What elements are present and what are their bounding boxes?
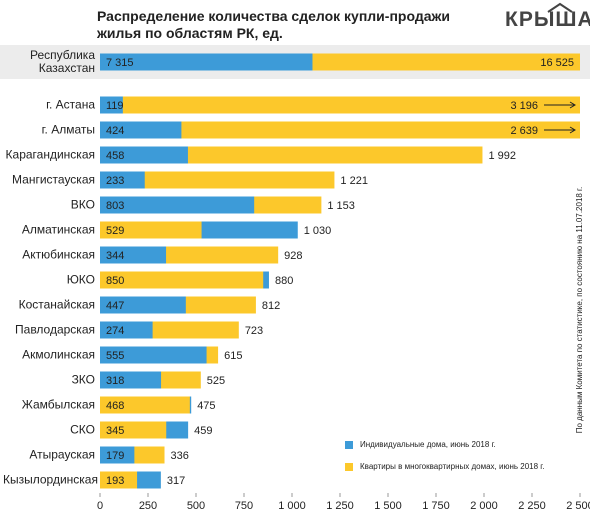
value-label: 2 639 bbox=[510, 125, 538, 137]
bar bbox=[100, 96, 580, 114]
bar bbox=[100, 146, 188, 164]
value-label: 7 315 bbox=[106, 57, 134, 69]
category-label: Карагандинская bbox=[5, 147, 95, 162]
bar bbox=[100, 53, 313, 71]
bar bbox=[100, 121, 580, 139]
bar bbox=[100, 96, 123, 114]
value-label: 1 221 bbox=[340, 175, 368, 187]
value-label: 468 bbox=[106, 400, 124, 412]
category-label: Жамбылская bbox=[21, 397, 95, 412]
bar bbox=[100, 421, 167, 439]
value-label: 880 bbox=[275, 275, 293, 287]
value-label: 345 bbox=[106, 425, 124, 437]
x-tick-label: 250 bbox=[139, 500, 157, 512]
value-label: 555 bbox=[106, 350, 124, 362]
legend-label: Квартиры в многоквартирных домах, июнь 2… bbox=[360, 462, 544, 471]
overflow-arrow bbox=[544, 101, 576, 109]
x-tick-label: 1 250 bbox=[326, 500, 354, 512]
category-label: Республика Казахстан bbox=[29, 48, 95, 75]
bar bbox=[100, 321, 153, 339]
source-note: По данным Комитета по статистике, по сос… bbox=[575, 187, 584, 433]
category-label: Алматинская bbox=[21, 222, 95, 237]
value-label: 529 bbox=[106, 225, 124, 237]
value-label: 615 bbox=[224, 350, 242, 362]
category-label: Актюбинская bbox=[22, 247, 95, 262]
bar bbox=[100, 296, 186, 314]
x-tick-label: 500 bbox=[187, 500, 205, 512]
value-label: 850 bbox=[106, 275, 124, 287]
category-label: Акмолинская bbox=[22, 347, 95, 362]
bar bbox=[100, 171, 335, 189]
category-label: ВКО bbox=[70, 197, 95, 212]
bar bbox=[100, 446, 135, 464]
x-tick-label: 1 000 bbox=[278, 500, 306, 512]
category-label: Павлодарская bbox=[15, 322, 95, 337]
logo-roof bbox=[547, 2, 573, 13]
category-label: СКО bbox=[70, 422, 95, 437]
category-label: ЮКО bbox=[66, 272, 95, 287]
category-label: Мангистауская bbox=[12, 172, 95, 187]
category-label: г. Алматы bbox=[41, 122, 95, 137]
logo: КРЫША bbox=[505, 8, 590, 31]
value-label: 274 bbox=[106, 325, 124, 337]
category-label: Кызылординская bbox=[3, 472, 98, 487]
bar bbox=[100, 396, 190, 414]
value-label: 1 153 bbox=[327, 200, 355, 212]
value-label: 1 030 bbox=[304, 225, 332, 237]
value-label: 318 bbox=[106, 375, 124, 387]
category-label: Костанайская bbox=[18, 297, 95, 312]
value-label: 16 525 bbox=[540, 57, 574, 69]
value-label: 424 bbox=[106, 125, 124, 137]
value-label: 475 bbox=[197, 400, 215, 412]
value-label: 928 bbox=[284, 250, 302, 262]
value-label: 447 bbox=[106, 300, 124, 312]
value-label: 812 bbox=[262, 300, 280, 312]
value-label: 336 bbox=[171, 450, 189, 462]
value-label: 193 bbox=[106, 475, 124, 487]
category-label: ЗКО bbox=[71, 372, 95, 387]
bar bbox=[100, 471, 138, 489]
x-tick-label: 2 000 bbox=[470, 500, 498, 512]
bar bbox=[100, 121, 182, 139]
value-label: 525 bbox=[207, 375, 225, 387]
value-label: 233 bbox=[106, 175, 124, 187]
bar bbox=[100, 171, 145, 189]
value-label: 459 bbox=[194, 425, 212, 437]
x-tick-label: 0 bbox=[97, 500, 103, 512]
value-label: 1 992 bbox=[488, 150, 516, 162]
value-label: 3 196 bbox=[510, 100, 538, 112]
value-label: 179 bbox=[106, 450, 124, 462]
x-tick-label: 1 750 bbox=[422, 500, 450, 512]
bar bbox=[100, 146, 483, 164]
x-tick-label: 750 bbox=[235, 500, 253, 512]
value-label: 317 bbox=[167, 475, 185, 487]
legend-label: Индивидуальные дома, июнь 2018 г. bbox=[360, 440, 496, 449]
legend-swatch bbox=[345, 463, 353, 471]
value-label: 723 bbox=[245, 325, 263, 337]
value-label: 803 bbox=[106, 200, 124, 212]
category-label: г. Астана bbox=[46, 97, 95, 112]
overflow-arrow bbox=[544, 126, 576, 134]
x-tick-label: 2 250 bbox=[518, 500, 546, 512]
bar bbox=[100, 221, 202, 239]
x-tick-label: 2 500 bbox=[566, 500, 590, 512]
x-tick-label: 1 500 bbox=[374, 500, 402, 512]
value-label: 458 bbox=[106, 150, 124, 162]
bar bbox=[100, 271, 264, 289]
bar bbox=[100, 246, 167, 264]
chart-title: Распределение количества сделок купли-пр… bbox=[97, 8, 451, 41]
bar bbox=[100, 371, 162, 389]
value-label: 119 bbox=[106, 100, 124, 112]
value-label: 344 bbox=[106, 250, 124, 262]
category-label: Атырауская bbox=[29, 447, 95, 462]
bar bbox=[100, 346, 207, 364]
bar bbox=[100, 196, 255, 214]
legend-swatch bbox=[345, 441, 353, 449]
